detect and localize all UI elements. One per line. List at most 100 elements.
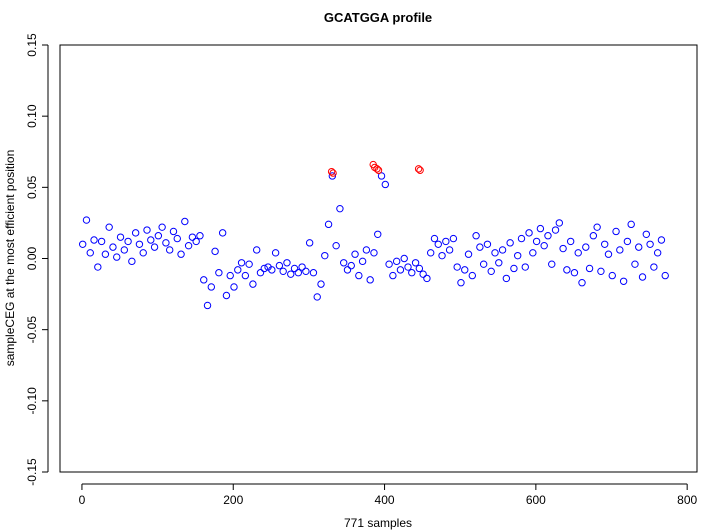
- point: [177, 250, 185, 258]
- point: [457, 278, 465, 287]
- point: [532, 237, 541, 246]
- point: [521, 263, 529, 271]
- point: [78, 240, 87, 248]
- point: [559, 244, 567, 253]
- y-tick-label: -0.15: [25, 458, 39, 486]
- point: [536, 224, 545, 233]
- point: [309, 269, 318, 277]
- point: [196, 232, 204, 240]
- point: [97, 237, 106, 246]
- point: [260, 264, 268, 273]
- point: [143, 226, 151, 234]
- point: [362, 246, 371, 254]
- point: [525, 229, 533, 237]
- point: [608, 271, 616, 280]
- point: [566, 237, 575, 246]
- point: [241, 271, 250, 280]
- point: [94, 263, 102, 271]
- point: [305, 239, 314, 247]
- point: [445, 246, 454, 254]
- point: [298, 263, 306, 271]
- point: [218, 229, 227, 237]
- point: [430, 234, 439, 243]
- point: [642, 230, 651, 239]
- point: [374, 230, 382, 239]
- point: [252, 246, 261, 254]
- y-axis-label: sampleCEG at the most efficient position: [3, 150, 17, 367]
- point: [116, 233, 125, 241]
- y-tick-label: -0.05: [25, 316, 39, 344]
- point: [487, 267, 495, 276]
- point: [150, 243, 159, 251]
- point: [604, 250, 613, 258]
- point: [101, 250, 110, 258]
- point: [355, 271, 363, 280]
- point: [128, 257, 136, 266]
- point: [234, 266, 242, 274]
- point: [188, 233, 197, 241]
- point: [184, 241, 193, 250]
- x-tick-label: 800: [677, 493, 697, 507]
- point: [249, 280, 257, 288]
- point: [124, 237, 132, 246]
- x-tick-label: 200: [223, 493, 243, 507]
- point: [173, 234, 181, 243]
- point: [374, 166, 383, 174]
- point: [415, 264, 424, 273]
- x-tick-label: 0: [79, 493, 86, 507]
- point: [279, 267, 287, 276]
- point: [529, 249, 537, 257]
- point: [162, 239, 170, 247]
- point: [377, 172, 386, 180]
- point: [597, 267, 605, 276]
- point: [434, 240, 442, 248]
- point: [389, 271, 397, 280]
- point: [321, 251, 329, 260]
- point: [510, 264, 518, 273]
- point: [578, 278, 586, 287]
- point: [646, 240, 654, 248]
- point: [381, 180, 390, 189]
- point: [82, 216, 91, 224]
- point: [109, 243, 117, 251]
- point: [653, 249, 662, 257]
- point: [275, 261, 284, 270]
- point: [423, 274, 431, 283]
- point: [131, 229, 140, 237]
- point: [339, 259, 348, 267]
- point: [517, 234, 526, 243]
- point: [139, 249, 147, 257]
- point: [400, 254, 408, 263]
- point: [627, 220, 635, 229]
- y-tick-label: 0.15: [25, 33, 39, 57]
- x-tick-label: 400: [375, 493, 395, 507]
- point: [181, 217, 189, 226]
- point: [396, 266, 405, 274]
- point: [453, 263, 461, 271]
- point: [468, 271, 477, 280]
- point: [449, 234, 458, 243]
- point: [574, 249, 582, 257]
- point: [411, 259, 420, 267]
- point: [366, 276, 374, 284]
- point: [169, 227, 178, 236]
- point: [158, 223, 166, 231]
- point: [404, 263, 412, 271]
- point: [215, 269, 223, 277]
- point: [222, 291, 231, 300]
- point: [650, 263, 658, 271]
- point: [105, 223, 113, 231]
- point: [491, 249, 499, 257]
- point: [351, 250, 359, 258]
- point: [416, 166, 424, 174]
- point: [582, 243, 590, 251]
- point: [211, 247, 219, 256]
- point: [408, 269, 416, 277]
- point: [514, 251, 522, 260]
- y-tick-label: -0.10: [25, 387, 39, 415]
- point: [502, 274, 511, 283]
- point: [268, 266, 276, 274]
- point: [548, 260, 556, 268]
- point: [347, 261, 355, 270]
